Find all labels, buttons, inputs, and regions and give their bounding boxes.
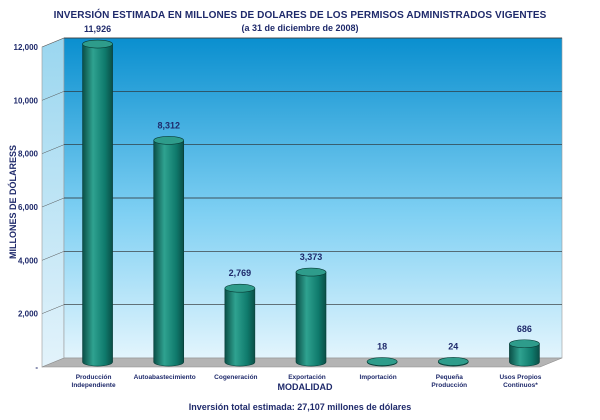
gridline-side bbox=[41, 91, 65, 101]
gridline-side bbox=[41, 144, 65, 154]
y-tick-label: 4,000 bbox=[18, 256, 39, 265]
y-tick-label: - bbox=[35, 363, 38, 372]
x-tick-label: Importación bbox=[360, 374, 397, 381]
y-axis-title: MILLONES DE DÓLARESS bbox=[7, 145, 18, 259]
x-tick-label: Producción Independiente bbox=[72, 374, 116, 389]
x-tick-label: Exportación bbox=[288, 374, 326, 381]
chart-footnote: Inversión total estimada: 27,107 millone… bbox=[188, 402, 412, 412]
bar bbox=[509, 339, 540, 367]
x-tick-label: Usos Propios Continuos* bbox=[499, 374, 541, 389]
data-label: 686 bbox=[517, 324, 532, 334]
data-label: 8,312 bbox=[157, 120, 180, 130]
gridline-side bbox=[41, 37, 65, 48]
bar bbox=[82, 39, 113, 367]
x-tick-label: Autoabastecimiento bbox=[134, 374, 196, 381]
x-tick-label: Cogeneración bbox=[214, 374, 257, 381]
bar bbox=[437, 357, 469, 367]
data-label: 2,769 bbox=[229, 268, 252, 278]
data-label: 18 bbox=[377, 342, 387, 352]
gridline-side bbox=[41, 197, 65, 208]
y-tick-label: 10,000 bbox=[14, 96, 39, 105]
gridline-side bbox=[41, 304, 65, 314]
gridline-side bbox=[41, 251, 65, 261]
x-axis-title: MODALIDAD bbox=[278, 382, 333, 392]
y-tick-label: 12,000 bbox=[14, 43, 39, 52]
data-label: 3,373 bbox=[300, 252, 323, 262]
bar bbox=[224, 283, 256, 367]
y-tick-label: 8,000 bbox=[18, 150, 39, 159]
bar bbox=[295, 267, 327, 367]
data-label: 24 bbox=[448, 341, 458, 351]
x-tick-label: Pequeña Producción bbox=[431, 374, 467, 389]
y-tick-label: 2,000 bbox=[18, 310, 39, 319]
chart-title: INVERSIÓN ESTIMADA EN MILLONES DE DOLARE… bbox=[53, 10, 547, 21]
data-label: 11,926 bbox=[84, 24, 111, 34]
bar bbox=[366, 357, 398, 367]
bar bbox=[153, 136, 185, 367]
chart-subtitle: (a 31 de diciembre de 2008) bbox=[241, 23, 359, 33]
y-tick-label: 6,000 bbox=[18, 203, 39, 212]
